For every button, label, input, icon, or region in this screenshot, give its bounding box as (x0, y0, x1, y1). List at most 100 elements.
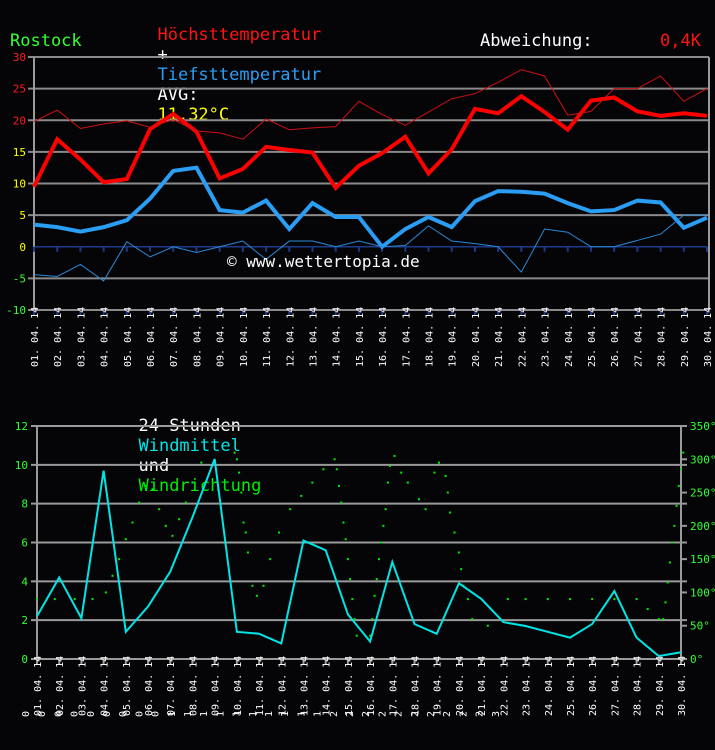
wind-direction-dot (342, 521, 345, 524)
wind-direction-dot (662, 618, 665, 621)
y2-tick-label: 150° (690, 553, 715, 566)
y-tick-label: 15 (13, 146, 26, 159)
x-tick-label: 16. 04. 14 (378, 307, 389, 367)
wind-direction-dot (269, 558, 272, 561)
wind-direction-dot (335, 468, 338, 471)
wind-chart: 121086420350°300°250°200°150°100°50°0°01… (15, 420, 715, 717)
bottom-digit: 2 (426, 711, 437, 717)
x-tick-label: 21. 04. 14 (494, 307, 505, 367)
wind-direction-dot (278, 531, 281, 534)
wind-direction-dot (393, 454, 396, 457)
x-tick-label: 28. 04. 14 (633, 656, 644, 716)
wind-direction-dot (373, 594, 376, 597)
y-tick-label: -5 (13, 272, 26, 285)
wind-direction-dot (673, 524, 676, 527)
wind-direction-dot (124, 538, 127, 541)
bottom-digit: 0 (134, 711, 145, 717)
wind-direction-dot (424, 508, 427, 511)
y-tick-label: 10 (13, 178, 26, 191)
wind-direction-dot (164, 524, 167, 527)
x-tick-label: 17. 04. 14 (401, 307, 412, 367)
y-tick-label: 0 (19, 241, 26, 254)
bottom-digit: 1 (280, 711, 291, 717)
wind-direction-dot (111, 574, 114, 577)
x-tick-label: 24. 04. 14 (544, 656, 555, 716)
title-max: Höchsttemperatur (157, 25, 322, 45)
wind-direction-dot (682, 451, 685, 454)
wind-direction-dot (355, 634, 358, 637)
bottom-digit: 1 (167, 711, 178, 717)
normal-line (33, 214, 707, 282)
wind-direction-dot (433, 471, 436, 474)
wind-direction-dot (340, 501, 343, 504)
y2-tick-label: 350° (690, 420, 715, 433)
bottom-digit: 0 (70, 711, 81, 717)
avg-label: AVG: (157, 85, 199, 105)
wind-direction-dot (118, 558, 121, 561)
wind-direction-dot (591, 598, 594, 601)
x-tick-label: 22. 04. 14 (517, 307, 528, 367)
bottom-digit: 1 (264, 711, 275, 717)
x-tick-label: 30. 04. 14 (703, 307, 714, 367)
y-tick-label: -10 (6, 304, 26, 317)
x-tick-label: 25. 04. 14 (566, 656, 577, 716)
wind-speed-line (36, 458, 682, 658)
x-tick-label: 26. 04. 14 (610, 307, 621, 367)
wind-direction-dot (675, 504, 678, 507)
wind-direction-dot (53, 598, 56, 601)
wind-direction-dot (668, 561, 671, 564)
wind-direction-dot (138, 501, 141, 504)
wind-direction-dot (73, 598, 76, 601)
bottom-digit: 2 (377, 711, 388, 717)
wind-direction-dot (289, 508, 292, 511)
wind-direction-dot (353, 618, 356, 621)
x-tick-label: 01. 04. 14 (33, 656, 44, 716)
wind-direction-dot (453, 531, 456, 534)
x-tick-label: 16. 04. 14 (366, 656, 377, 716)
x-tick-label: 22. 04. 14 (499, 656, 510, 716)
y2-tick-label: 300° (690, 453, 715, 466)
deviation-label: Abweichung: (480, 31, 593, 51)
x-tick-label: 14. 04. 14 (322, 656, 333, 716)
y2-tick-label: 50° (690, 620, 710, 633)
y-tick-label: 6 (21, 537, 28, 550)
wind-direction-dot (457, 551, 460, 554)
chart-title: Höchsttemperatur + Tiefsttemperatur AVG:… (137, 5, 321, 125)
wind-direction-dot (104, 591, 107, 594)
wind-direction-dot (300, 494, 303, 497)
x-tick-label: 17. 04. 14 (388, 656, 399, 716)
wind-direction-dot (235, 458, 238, 461)
bottom-digit: 2 (475, 711, 486, 717)
x-tick-label: 13. 04. 14 (299, 656, 310, 716)
wind-direction-dot (400, 471, 403, 474)
wind-direction-dot (255, 594, 258, 597)
wind-direction-dot (369, 634, 372, 637)
x-tick-label: 08. 04. 14 (192, 307, 203, 367)
bottom-digit: 2 (394, 711, 405, 717)
wind-direction-dot (446, 491, 449, 494)
x-tick-label: 27. 04. 14 (633, 307, 644, 367)
x-tick-label: 18. 04. 14 (425, 307, 436, 367)
wind-direction-dot (238, 471, 241, 474)
deviation-value: 0,4K (660, 31, 701, 51)
wind-direction-dot (406, 481, 409, 484)
y-tick-label: 25 (13, 83, 26, 96)
wind-direction-dot (506, 598, 509, 601)
y2-tick-label: 0° (690, 653, 703, 666)
x-tick-label: 15. 04. 14 (355, 307, 366, 367)
wind-direction-dot (664, 601, 667, 604)
wind-direction-dot (262, 584, 265, 587)
bottom-digit: 2 (345, 711, 356, 717)
wind-direction-dot (338, 484, 341, 487)
normal-line (33, 69, 708, 140)
wind-direction-dot (471, 618, 474, 621)
x-tick-label: 13. 04. 14 (308, 307, 319, 367)
wind-title-part4: Windrichtung (138, 476, 262, 496)
wind-direction-dot (657, 618, 660, 621)
bottom-digit: 1 (215, 711, 226, 717)
wind-direction-dot (524, 598, 527, 601)
wind-direction-dot (158, 508, 161, 511)
x-tick-label: 23. 04. 14 (541, 307, 552, 367)
y-tick-label: 0 (21, 653, 28, 666)
